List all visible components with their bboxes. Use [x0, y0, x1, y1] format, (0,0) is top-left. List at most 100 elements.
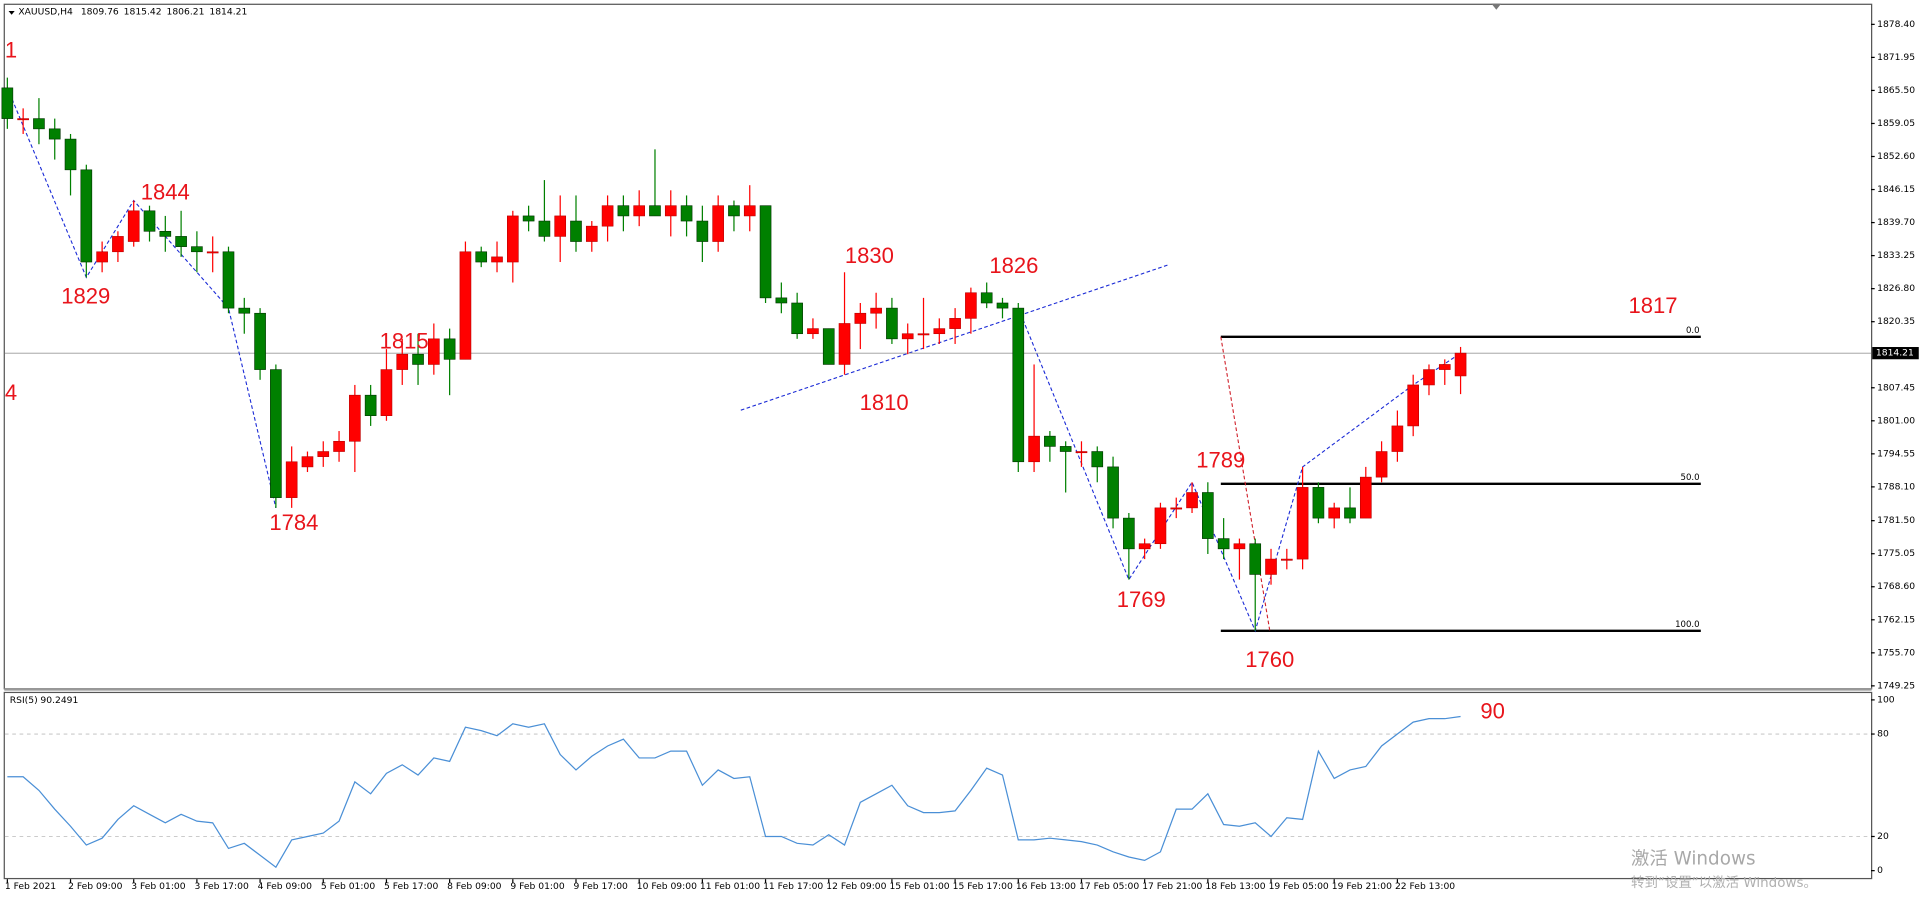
y-tick-label: 1801.00: [1877, 415, 1915, 426]
rsi-name: RSI(5): [10, 695, 38, 706]
candle-body: [807, 328, 819, 335]
x-tick-label: 19 Feb 05:00: [1269, 881, 1329, 892]
x-tick-label: 15 Feb 17:00: [953, 881, 1013, 892]
candle-body: [301, 456, 314, 468]
y-tick-label: 1833.25: [1877, 250, 1915, 261]
candle-body: [475, 251, 488, 263]
x-tick-label: 18 Feb 13:00: [1205, 881, 1265, 892]
y-tick-label: 1878.40: [1877, 19, 1915, 30]
candle-body: [1, 87, 14, 119]
candle-body: [428, 338, 440, 365]
candle-body: [775, 297, 788, 304]
annotation: 1830: [845, 243, 894, 268]
candle-body: [1375, 451, 1388, 478]
candle-body: [838, 323, 851, 365]
candle-body: [633, 205, 645, 217]
rsi-tick-label: 0: [1877, 865, 1883, 876]
candle-body: [1170, 507, 1183, 510]
rsi-tick-label: 80: [1877, 729, 1889, 740]
candle-body: [285, 461, 298, 498]
x-tick-label: 3 Feb 17:00: [194, 881, 249, 892]
annotation: 1789: [1196, 447, 1245, 472]
candle-body: [933, 328, 946, 335]
candle-body: [1123, 517, 1135, 550]
x-tick-label: 22 Feb 13:00: [1395, 881, 1455, 892]
candle-body: [1217, 538, 1230, 550]
candle-body: [143, 210, 156, 232]
price-label: 1814.21: [1876, 348, 1914, 359]
y-tick-label: 1865.50: [1877, 85, 1915, 96]
candle-body: [1059, 446, 1072, 452]
candle-body: [1249, 543, 1262, 575]
annotation: 90: [1480, 698, 1505, 723]
annotation: 1817: [1629, 293, 1678, 318]
candle-body: [1233, 543, 1246, 550]
candle-body: [917, 333, 930, 336]
candle-body: [80, 169, 93, 263]
candle-body: [412, 353, 424, 365]
candle-body: [1454, 352, 1467, 377]
y-tick-label: 1807.45: [1877, 382, 1915, 393]
candle-body: [965, 292, 977, 319]
candle-body: [1344, 507, 1356, 519]
x-tick-label: 3 Feb 01:00: [131, 881, 186, 892]
candle-body: [712, 205, 724, 242]
candle-body: [696, 220, 709, 242]
rsi-tick-label: 100: [1877, 694, 1895, 705]
candle-body: [649, 205, 661, 217]
candle-body: [64, 138, 77, 171]
candle-body: [728, 205, 740, 217]
x-tick-label: 11 Feb 01:00: [700, 881, 760, 892]
x-tick-label: 9 Feb 01:00: [510, 881, 565, 892]
candle-body: [1438, 364, 1451, 370]
candle-body: [254, 312, 266, 370]
candle-body: [1028, 435, 1040, 463]
y-tick-label: 1826.80: [1877, 283, 1915, 294]
x-tick-label: 2 Feb 09:00: [68, 881, 123, 892]
candle-body: [980, 292, 993, 304]
candle-body: [949, 318, 961, 329]
y-tick-label: 1781.50: [1877, 515, 1915, 526]
y-tick-label: 1755.70: [1877, 647, 1915, 658]
rsi-value: 90.2491: [40, 695, 78, 706]
candle-body: [1044, 435, 1056, 447]
candle-body: [238, 307, 251, 314]
candle-body: [854, 312, 867, 324]
candle-body: [112, 236, 124, 253]
candle-body: [664, 205, 677, 217]
y-tick-label: 1768.60: [1877, 581, 1915, 592]
y-tick-label: 1846.15: [1877, 184, 1915, 195]
candle-body: [585, 225, 598, 242]
fibo-label: 0.0: [1686, 326, 1700, 336]
header-value: 1814.21: [209, 7, 247, 18]
x-tick-label: 8 Feb 09:00: [447, 881, 502, 892]
fibo-trend: [1220, 336, 1271, 631]
annotation: 1810: [860, 390, 909, 415]
candle-body: [1202, 492, 1214, 539]
candle-body: [1012, 307, 1025, 463]
x-tick-label: 5 Feb 01:00: [321, 881, 376, 892]
candle-body: [443, 338, 456, 360]
candle-body: [1328, 507, 1341, 519]
candle-body: [317, 451, 330, 457]
candle-body: [506, 215, 519, 263]
shift-marker: [1491, 3, 1502, 10]
candle-body: [491, 256, 503, 263]
y-tick-label: 1749.25: [1877, 680, 1915, 691]
candle-body: [1296, 487, 1309, 560]
x-tick-label: 9 Feb 17:00: [574, 881, 629, 892]
candle-body: [1107, 466, 1119, 519]
candle-body: [396, 353, 409, 370]
candle-body: [127, 210, 140, 242]
y-tick-label: 1839.70: [1877, 217, 1915, 228]
candle-body: [1391, 425, 1404, 452]
candle-body: [522, 215, 535, 222]
candle-body: [364, 394, 377, 416]
candle-body: [1359, 476, 1372, 519]
candle-body: [270, 369, 282, 498]
y-tick-label: 1762.15: [1877, 614, 1915, 625]
y-tick-label: 1859.05: [1877, 118, 1915, 129]
candle-body: [791, 302, 803, 335]
